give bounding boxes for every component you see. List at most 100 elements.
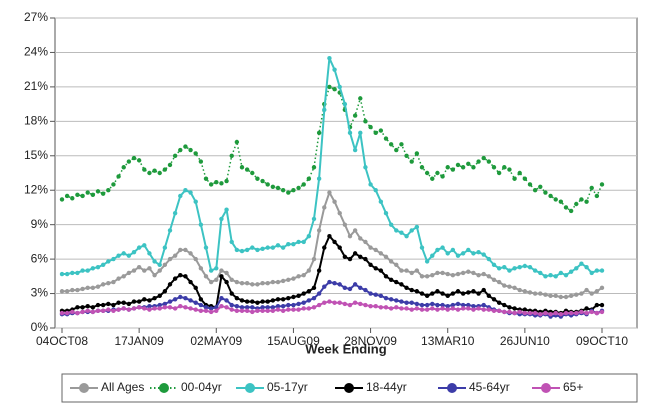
point [147, 266, 152, 271]
point [301, 182, 306, 187]
point [193, 307, 198, 312]
point [250, 305, 255, 310]
point [502, 309, 507, 315]
point [419, 302, 425, 308]
point [116, 253, 121, 258]
point [383, 210, 389, 216]
point [162, 289, 168, 294]
point [178, 247, 183, 253]
point [430, 253, 435, 258]
point [250, 309, 255, 315]
point [116, 300, 121, 305]
point [548, 293, 553, 299]
point [496, 279, 502, 285]
point [306, 289, 312, 294]
point [172, 297, 178, 302]
legend-marker [541, 383, 551, 393]
point [347, 130, 353, 136]
point [445, 251, 450, 256]
point [224, 270, 229, 276]
point [183, 188, 188, 193]
point [440, 270, 445, 276]
point [75, 310, 80, 316]
point [584, 199, 589, 204]
point [460, 165, 466, 170]
point [450, 272, 456, 278]
point [450, 291, 456, 296]
point [270, 298, 276, 303]
series-line [61, 86, 603, 212]
point [111, 302, 116, 308]
point [188, 306, 193, 311]
point [563, 310, 569, 316]
point [435, 247, 440, 253]
point [183, 247, 188, 253]
point [131, 306, 137, 311]
point [90, 266, 96, 271]
point [126, 159, 132, 164]
point [286, 295, 291, 301]
point [85, 285, 90, 291]
point [368, 291, 373, 296]
point [435, 307, 440, 312]
point [440, 306, 445, 311]
point [383, 254, 389, 260]
point [460, 306, 466, 311]
point [455, 253, 461, 258]
point [435, 270, 440, 276]
point [352, 251, 358, 256]
point [491, 262, 497, 268]
point [100, 262, 106, 268]
point [306, 268, 312, 273]
point [260, 246, 265, 251]
point [584, 306, 589, 311]
point [250, 245, 255, 250]
point [172, 253, 178, 258]
point [188, 251, 193, 256]
point [224, 178, 229, 184]
point [219, 268, 224, 273]
y-tick-label: 21% [24, 79, 48, 93]
point [471, 307, 476, 312]
point [507, 268, 512, 273]
legend-label: 18-44yr [366, 380, 407, 394]
point [445, 307, 450, 312]
point [424, 259, 430, 264]
y-tick-label: 0% [31, 320, 49, 334]
point [373, 188, 378, 193]
point [157, 170, 162, 176]
point [337, 245, 342, 250]
point [409, 307, 414, 312]
point [455, 162, 461, 168]
point [224, 207, 229, 212]
point [491, 308, 497, 313]
point [368, 303, 373, 309]
point [234, 139, 240, 145]
point [275, 185, 281, 191]
point [172, 210, 178, 216]
point [496, 170, 502, 176]
series-line [62, 57, 602, 278]
point [466, 269, 471, 274]
point [322, 107, 327, 113]
point [286, 302, 291, 308]
point [358, 130, 363, 136]
point [265, 182, 270, 187]
point [193, 256, 198, 262]
point [435, 302, 440, 308]
point [311, 216, 317, 222]
point [394, 228, 399, 233]
point [378, 128, 384, 133]
point [424, 293, 430, 299]
point [244, 308, 250, 313]
point [239, 248, 245, 254]
point [512, 285, 517, 291]
series-line [62, 300, 603, 316]
point [394, 279, 399, 285]
point [270, 308, 276, 313]
point [563, 272, 569, 278]
point [574, 310, 579, 316]
point [538, 291, 543, 296]
y-tick-label: 9% [31, 217, 49, 231]
point [358, 96, 363, 101]
